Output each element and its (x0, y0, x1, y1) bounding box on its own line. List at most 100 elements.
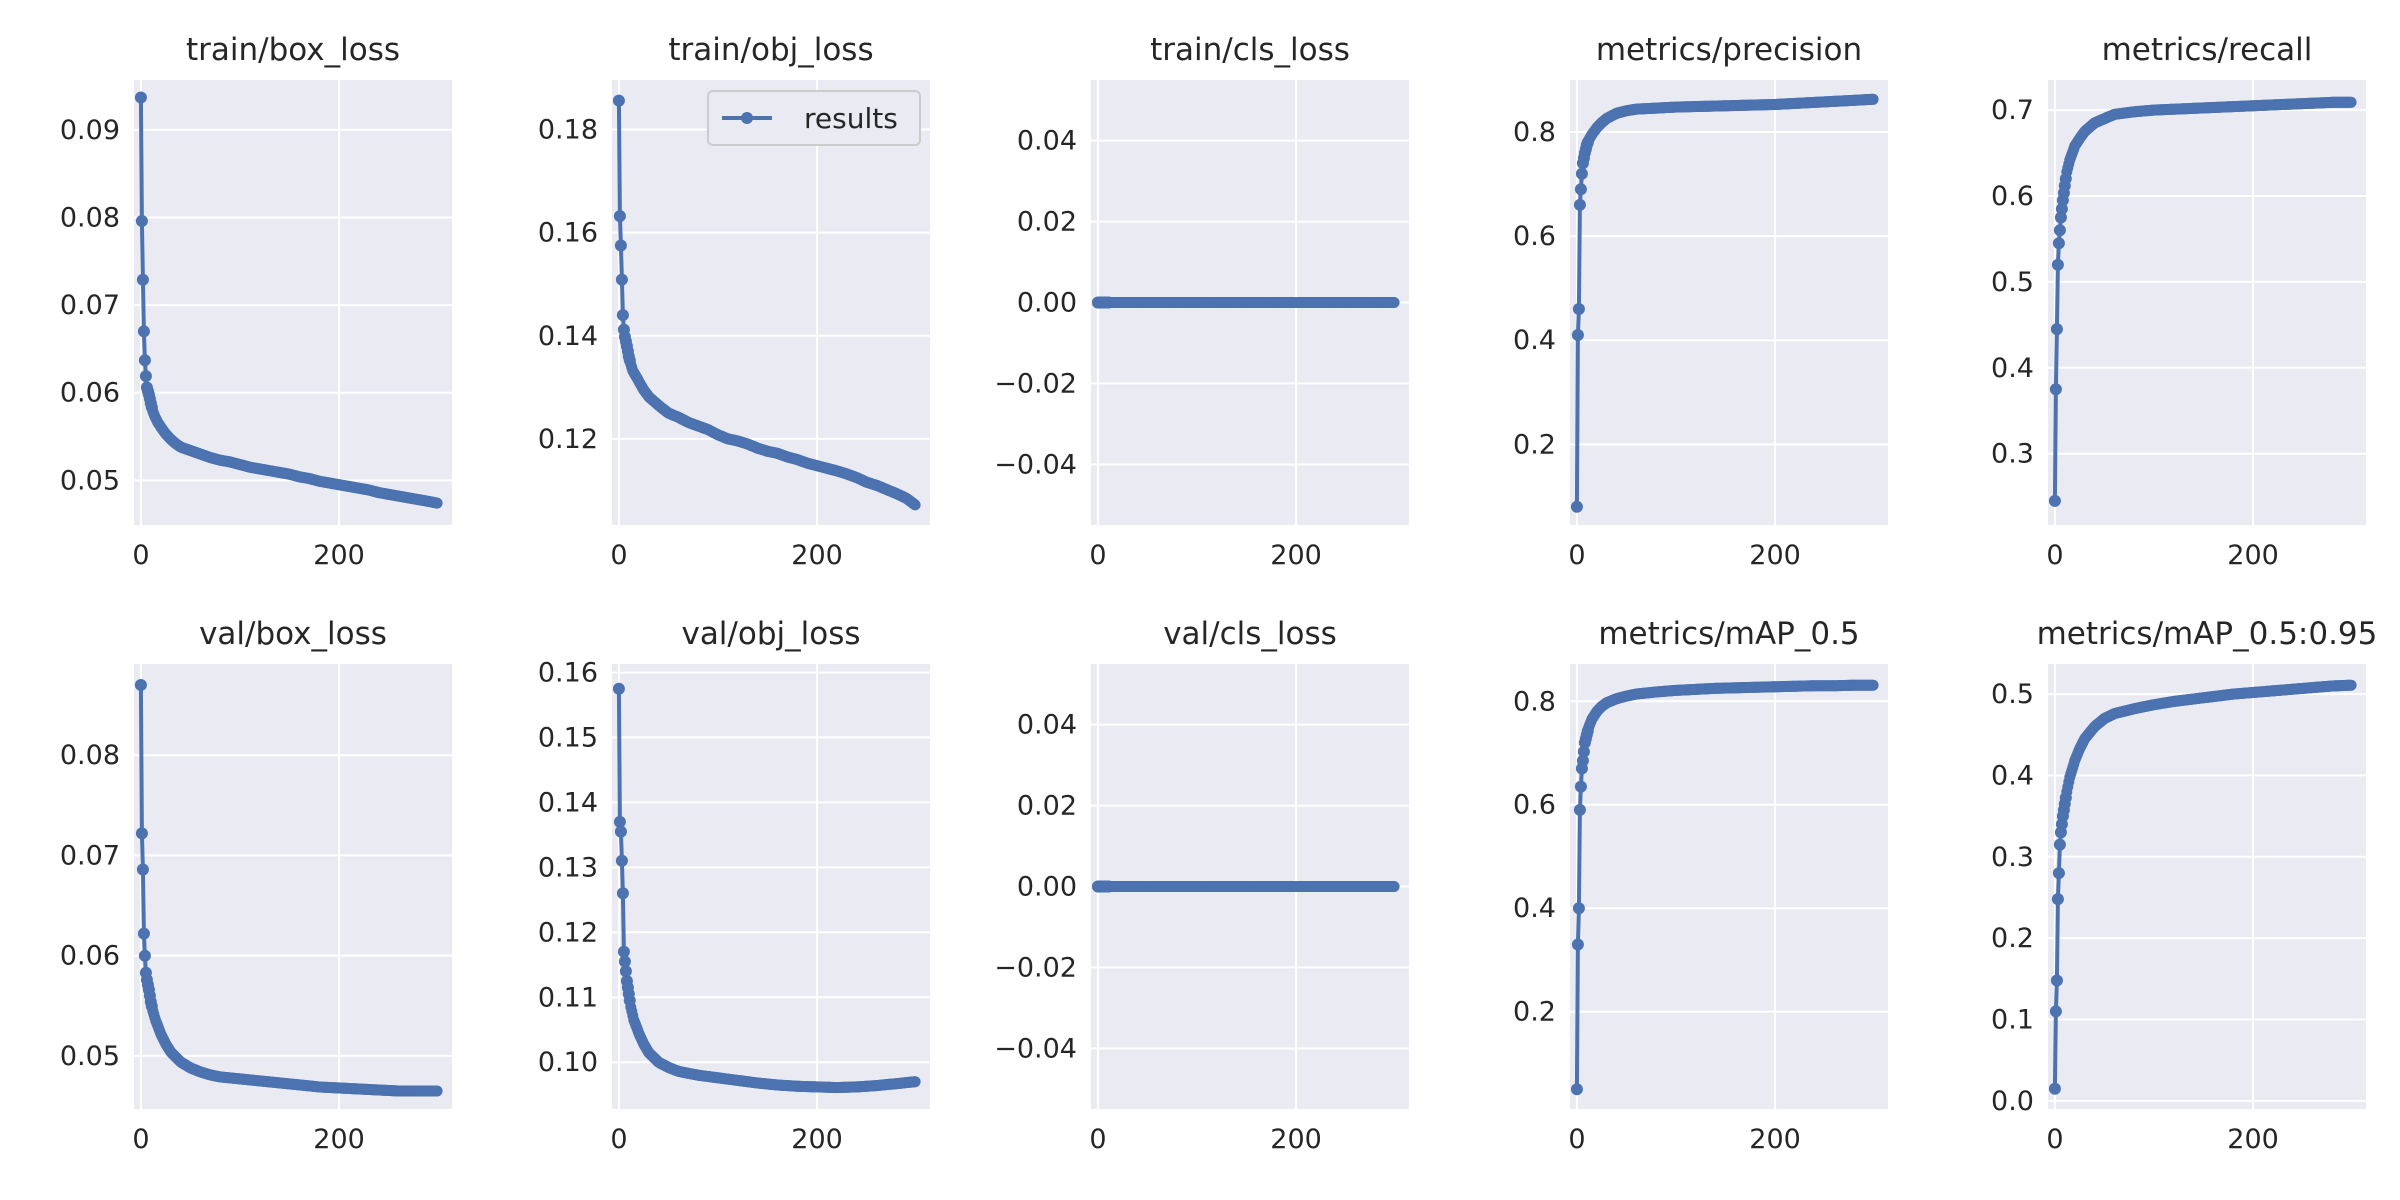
series-markers (612, 682, 921, 1094)
data-point (618, 955, 631, 968)
plot-area (2048, 664, 2366, 1109)
y-tick-label: 0.6 (1991, 181, 2034, 212)
y-tick-label: 0.0 (1991, 1086, 2034, 1117)
y-tick-label: 0.16 (538, 657, 598, 688)
data-point (1867, 679, 1879, 691)
data-point (2053, 224, 2066, 237)
series-markers (1570, 93, 1879, 513)
subplot-title: val/obj_loss (681, 616, 860, 652)
series-markers (612, 94, 921, 511)
data-point (1388, 297, 1400, 308)
data-point (1388, 881, 1400, 892)
data-point (2345, 679, 2357, 691)
subplot-val-obj-loss: val/obj_loss 0.10 0.11 0.12 0.13 0.14 0.15 0.16… (538, 616, 930, 1155)
x-tick-label: 0 (2046, 1124, 2063, 1155)
y-tick-label: 0.3 (1991, 842, 2034, 873)
data-point (2048, 1082, 2061, 1095)
legend-label: results (804, 102, 898, 135)
y-tick-label: −0.04 (994, 1033, 1077, 1064)
data-point (2049, 383, 2062, 396)
subplot-metrics-precision: metrics/precision 0.2 0.4 0.6 0.8 0 200 (1513, 32, 1888, 571)
y-tick-label: 0.14 (538, 787, 598, 818)
subplot-title: metrics/precision (1596, 32, 1862, 68)
subplot-title: metrics/recall (2102, 32, 2313, 68)
data-point (136, 863, 149, 876)
data-point (431, 497, 443, 509)
data-point (612, 94, 625, 107)
y-tick-label: 0.00 (1017, 872, 1077, 903)
data-point (1867, 93, 1879, 105)
subplot-metrics-recall: metrics/recall 0.3 0.4 0.5 0.6 0.7 0 200 (1991, 32, 2366, 571)
y-tick-label: 0.4 (1513, 893, 1556, 924)
y-tick-label: 0.6 (1513, 790, 1556, 821)
x-tick-label: 200 (1270, 1124, 1322, 1155)
data-point (909, 499, 921, 511)
plot-area (612, 80, 930, 525)
x-tick-label: 200 (2227, 540, 2279, 571)
data-point (1574, 183, 1587, 196)
y-tick-label: 0.16 (538, 218, 598, 249)
series-markers (1570, 679, 1879, 1096)
y-tick-label: 0.08 (60, 740, 120, 771)
data-point (1572, 303, 1585, 315)
x-tick-label: 0 (610, 540, 627, 571)
plot-area (1570, 664, 1888, 1109)
x-tick-label: 0 (1089, 1124, 1106, 1155)
y-tick-label: 0.06 (60, 378, 120, 409)
data-point (614, 239, 627, 252)
y-tick-label: −0.02 (994, 368, 1077, 399)
y-tick-label: 0.4 (1991, 353, 2034, 384)
data-point (612, 682, 625, 695)
subplot-title: train/box_loss (186, 32, 400, 68)
x-tick-label: 200 (313, 540, 365, 571)
data-point (1570, 1083, 1583, 1096)
y-tick-label: 0.02 (1017, 207, 1077, 238)
data-point (616, 887, 629, 900)
data-point (2052, 237, 2065, 250)
x-tick-label: 200 (2227, 1124, 2279, 1155)
subplot-train-box-loss: train/box_loss 0.05 0.06 0.07 0.08 0.09 0 200 (60, 32, 452, 571)
y-tick-label: 0.04 (1017, 126, 1077, 157)
y-tick-label: 0.07 (60, 290, 120, 321)
data-point (1570, 500, 1583, 513)
data-point (431, 1085, 443, 1097)
data-point (2049, 1005, 2062, 1018)
y-tick-label: 0.4 (1991, 760, 2034, 791)
data-point (136, 273, 149, 286)
series-markers (1091, 296, 1400, 309)
subplot-title: val/cls_loss (1163, 616, 1337, 652)
data-point (1577, 745, 1590, 758)
data-point (135, 215, 148, 227)
plot-area (612, 664, 930, 1109)
series-markers (134, 679, 443, 1097)
plot-area (1570, 80, 1888, 525)
data-point (2053, 838, 2066, 851)
y-tick-label: 0.7 (1991, 95, 2034, 126)
x-tick-label: 0 (132, 540, 149, 571)
y-tick-label: 0.07 (60, 840, 120, 871)
data-point (1576, 754, 1589, 767)
subplot-val-box-loss: val/box_loss 0.05 0.06 0.07 0.08 0 200 (60, 616, 452, 1155)
data-point (135, 827, 148, 840)
x-tick-label: 200 (1270, 540, 1322, 571)
x-tick-label: 0 (1568, 1124, 1585, 1155)
subplot-title: metrics/mAP_0.5:0.95 (2037, 616, 2378, 652)
data-point (2052, 867, 2065, 880)
subplot-metrics-map-0-5: metrics/mAP_0.5 0.2 0.4 0.6 0.8 0 200 (1513, 616, 1888, 1155)
y-tick-label: 0.1 (1991, 1005, 2034, 1036)
subplot-title: val/box_loss (199, 616, 387, 652)
y-tick-label: 0.14 (538, 321, 598, 352)
series-markers (2048, 679, 2357, 1095)
x-tick-label: 0 (1089, 540, 1106, 571)
y-tick-label: 0.02 (1017, 791, 1077, 822)
y-tick-label: −0.02 (994, 952, 1077, 983)
data-point (2048, 494, 2061, 507)
x-tick-label: 200 (313, 1124, 365, 1155)
legend-box (707, 90, 921, 146)
y-tick-label: 0.12 (538, 917, 598, 948)
data-point (613, 210, 626, 223)
y-tick-label: 0.09 (60, 115, 120, 146)
y-tick-label: 0.04 (1017, 710, 1077, 741)
data-point (1572, 902, 1585, 915)
